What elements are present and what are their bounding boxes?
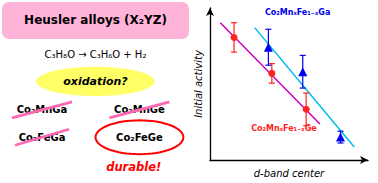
svg-text:oxidation?: oxidation? [63, 75, 128, 88]
svg-text:Co₂MnₓFe₁₋ₓGe: Co₂MnₓFe₁₋ₓGe [251, 124, 317, 133]
svg-text:Co₂MnGa: Co₂MnGa [16, 104, 68, 116]
svg-text:C₃H₈O → C₃H₆O + H₂: C₃H₈O → C₃H₆O + H₂ [45, 49, 147, 60]
svg-text:Co₂MnGe: Co₂MnGe [114, 104, 165, 116]
svg-text:Co₂MnₓFe₁₋ₓGa: Co₂MnₓFe₁₋ₓGa [265, 8, 330, 17]
svg-text:Initial activity: Initial activity [193, 49, 204, 118]
svg-text:Co₂FeGe: Co₂FeGe [116, 132, 163, 143]
svg-text:Heusler alloys (X₂YZ): Heusler alloys (X₂YZ) [24, 13, 167, 27]
svg-text:d-band center: d-band center [254, 168, 325, 179]
svg-text:durable!: durable! [106, 160, 161, 174]
svg-text:Co₂FeGa: Co₂FeGa [18, 131, 66, 143]
